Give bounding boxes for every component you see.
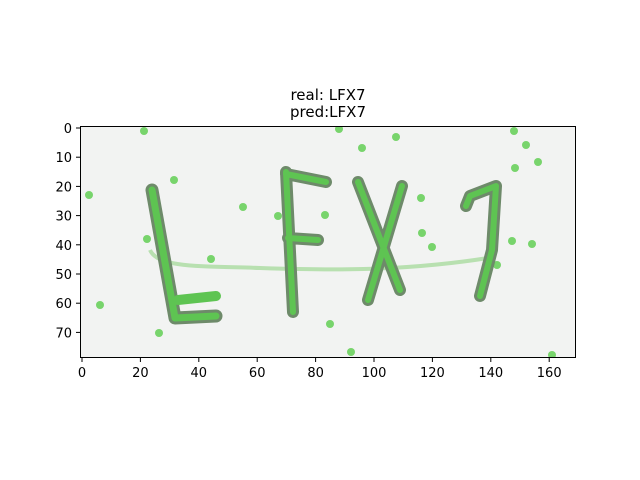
speck — [534, 158, 542, 166]
x-axis: 0 20 40 60 80 100 120 140 160 — [78, 358, 562, 381]
x-tick-label: 80 — [307, 366, 324, 381]
speck — [428, 243, 436, 251]
y-tick-label: 50 — [55, 268, 72, 283]
x-tick-label: 120 — [420, 366, 445, 381]
speck — [508, 237, 516, 245]
y-tick-label: 0 — [64, 122, 72, 137]
axes-frame — [80, 126, 576, 358]
speck — [392, 133, 400, 141]
noise-specks — [85, 126, 556, 358]
captcha-image — [80, 126, 576, 358]
glyph-L — [145, 183, 223, 325]
speck — [143, 235, 151, 243]
y-tick-label: 60 — [55, 297, 72, 312]
x-tick-label: 160 — [537, 366, 562, 381]
speck — [140, 127, 148, 135]
speck — [418, 229, 426, 237]
speck — [528, 240, 536, 248]
speck — [522, 141, 530, 149]
speck — [548, 351, 556, 358]
speck — [96, 301, 104, 309]
glyph-7 — [460, 180, 502, 302]
speck — [335, 126, 343, 133]
speck — [511, 164, 519, 172]
speck — [239, 203, 247, 211]
speck — [170, 176, 178, 184]
speck — [347, 348, 355, 356]
x-tick-label: 0 — [78, 366, 86, 381]
speck — [510, 127, 518, 135]
y-tick-label: 10 — [55, 151, 72, 166]
speck — [493, 261, 501, 269]
speck — [207, 255, 215, 263]
speck — [85, 191, 93, 199]
x-tick-label: 60 — [249, 366, 266, 381]
y-tick-label: 30 — [55, 210, 72, 225]
title-real: real: LFX7 — [290, 86, 366, 104]
title-pred: pred:LFX7 — [290, 103, 366, 121]
x-tick-label: 40 — [191, 366, 208, 381]
x-tick-label: 140 — [478, 366, 503, 381]
x-tick-label: 20 — [132, 366, 149, 381]
y-axis: 0 10 20 30 40 50 60 70 — [55, 122, 80, 341]
speck — [155, 329, 163, 337]
speck — [321, 211, 329, 219]
x-tick-label: 100 — [362, 366, 387, 381]
y-tick-label: 70 — [55, 326, 72, 341]
speck — [358, 144, 366, 152]
speck — [417, 194, 425, 202]
speck — [274, 212, 282, 220]
speck — [326, 320, 334, 328]
glyph-F — [280, 166, 332, 318]
glyph-X — [352, 176, 408, 306]
y-tick-label: 20 — [55, 180, 72, 195]
y-tick-label: 40 — [55, 239, 72, 254]
